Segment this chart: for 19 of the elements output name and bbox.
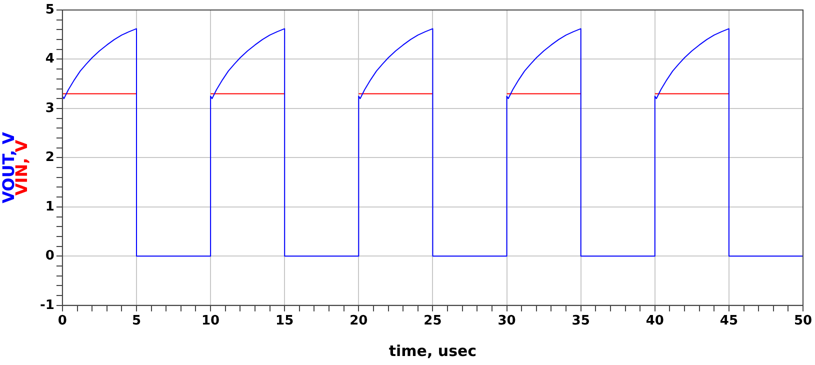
x-tick-label: 35 xyxy=(572,314,590,329)
x-tick-label: 25 xyxy=(424,314,442,329)
y-tick-label: 5 xyxy=(45,2,54,18)
y-tick-label: 4 xyxy=(45,52,54,67)
x-axis-title: time, usec xyxy=(388,342,477,360)
y-tick-label: 2 xyxy=(45,150,54,166)
y-tick-label: -1 xyxy=(40,298,54,313)
x-tick-label: 40 xyxy=(646,314,664,329)
x-tick-label: 15 xyxy=(276,314,294,329)
x-tick-label: 10 xyxy=(202,314,220,329)
x-tick-label: 20 xyxy=(350,314,368,329)
x-tick-label: 5 xyxy=(132,314,142,329)
x-tick-label: 50 xyxy=(794,314,812,329)
x-tick-label: 30 xyxy=(498,314,516,329)
y-tick-label: 0 xyxy=(45,248,54,264)
x-tick-label: 45 xyxy=(720,314,738,329)
y-tick-label: 3 xyxy=(45,100,54,116)
x-tick-label: 0 xyxy=(58,314,67,329)
y-tick-label: 1 xyxy=(45,199,54,214)
